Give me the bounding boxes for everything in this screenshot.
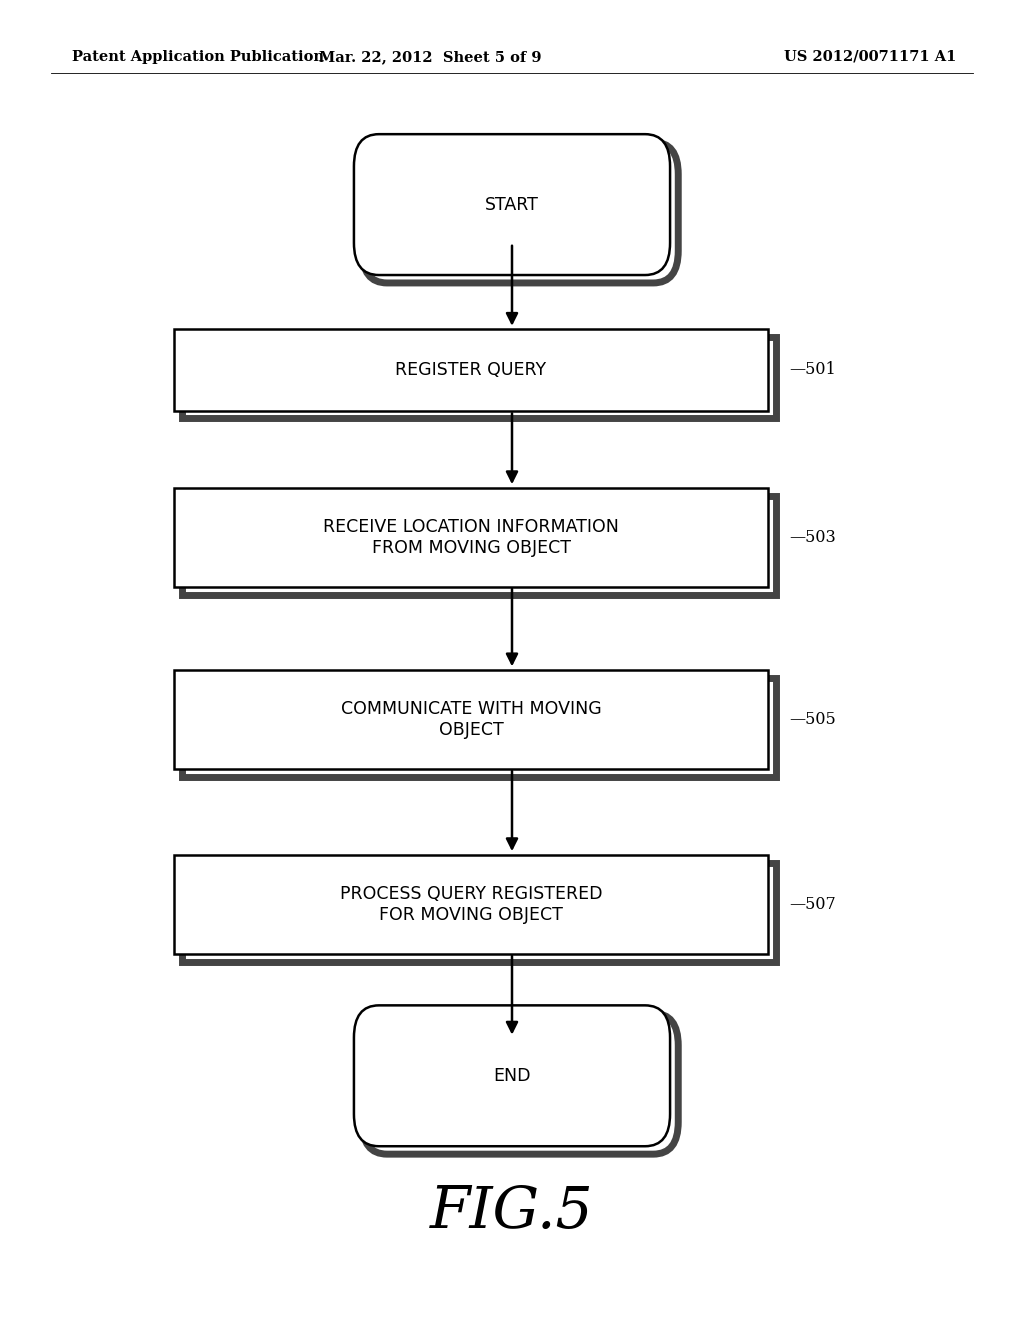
- Text: RECEIVE LOCATION INFORMATION
FROM MOVING OBJECT: RECEIVE LOCATION INFORMATION FROM MOVING…: [324, 517, 618, 557]
- Text: Patent Application Publication: Patent Application Publication: [72, 50, 324, 63]
- FancyBboxPatch shape: [174, 855, 768, 953]
- FancyBboxPatch shape: [174, 329, 768, 411]
- Text: REGISTER QUERY: REGISTER QUERY: [395, 360, 547, 379]
- Text: Mar. 22, 2012  Sheet 5 of 9: Mar. 22, 2012 Sheet 5 of 9: [318, 50, 542, 63]
- Text: START: START: [485, 195, 539, 214]
- Text: END: END: [494, 1067, 530, 1085]
- Text: PROCESS QUERY REGISTERED
FOR MOVING OBJECT: PROCESS QUERY REGISTERED FOR MOVING OBJE…: [340, 884, 602, 924]
- Text: —501: —501: [790, 362, 837, 378]
- FancyBboxPatch shape: [182, 337, 776, 418]
- FancyBboxPatch shape: [182, 678, 776, 776]
- FancyBboxPatch shape: [182, 496, 776, 594]
- FancyBboxPatch shape: [362, 143, 678, 282]
- FancyBboxPatch shape: [182, 863, 776, 961]
- Text: US 2012/0071171 A1: US 2012/0071171 A1: [784, 50, 956, 63]
- FancyBboxPatch shape: [174, 488, 768, 586]
- Text: —503: —503: [790, 529, 837, 545]
- FancyBboxPatch shape: [354, 135, 670, 275]
- Text: —505: —505: [790, 711, 837, 727]
- FancyBboxPatch shape: [362, 1014, 678, 1154]
- FancyBboxPatch shape: [354, 1006, 670, 1146]
- Text: COMMUNICATE WITH MOVING
OBJECT: COMMUNICATE WITH MOVING OBJECT: [341, 700, 601, 739]
- Text: FIG.5: FIG.5: [430, 1184, 594, 1239]
- Text: —507: —507: [790, 896, 837, 912]
- FancyBboxPatch shape: [174, 671, 768, 768]
